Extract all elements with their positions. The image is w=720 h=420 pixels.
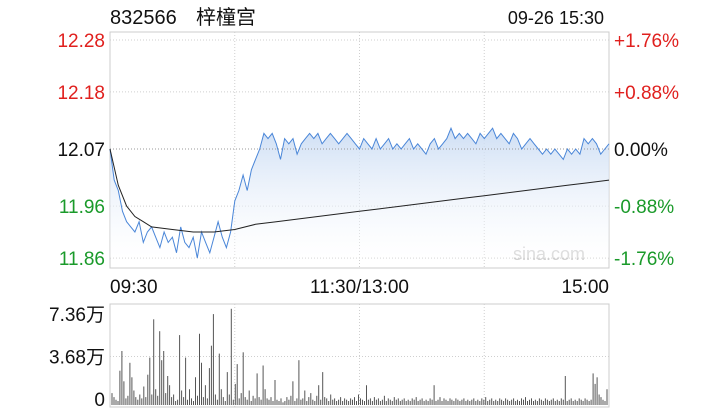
time-tick-label: 11:30/13:00 xyxy=(310,277,409,298)
right-percent-axis: +1.76% +0.88% 0.00% -0.88% -1.76% xyxy=(614,31,679,270)
average-price-line xyxy=(109,148,610,233)
price-area-fill xyxy=(110,128,609,258)
volume-tick-label: 0 xyxy=(94,390,105,411)
time-tick-label: 09:30 xyxy=(110,277,158,298)
price-tick-label: 11.86 xyxy=(59,249,105,270)
volume-axis: 7.36万 3.68万 0 xyxy=(49,305,105,411)
quote-datetime: 09-26 15:30 xyxy=(508,8,604,28)
volume-plot-area xyxy=(109,303,610,408)
percent-tick-label: +1.76% xyxy=(614,31,679,52)
time-axis: 09:30 11:30/13:00 15:00 xyxy=(110,277,609,298)
price-series-line xyxy=(109,126,610,259)
price-tick-label: 12.07 xyxy=(57,140,105,161)
percent-tick-label: -0.88% xyxy=(614,197,674,218)
price-tick-label: 12.18 xyxy=(57,83,105,104)
price-tick-label: 11.96 xyxy=(59,197,105,218)
volume-gridlines xyxy=(110,304,609,407)
time-tick-label: 15:00 xyxy=(561,277,609,298)
volume-tick-label: 7.36万 xyxy=(49,305,105,326)
percent-tick-label: 0.00% xyxy=(614,140,668,161)
volume-bars xyxy=(111,308,608,405)
price-tick-label: 12.28 xyxy=(57,31,105,52)
price-plot-area: sina.com xyxy=(109,31,610,269)
percent-tick-label: -1.76% xyxy=(614,249,674,270)
left-price-axis: 12.28 12.18 12.07 11.96 11.86 xyxy=(57,31,105,270)
stock-symbol: 832566 xyxy=(110,7,177,29)
stock-name: 梓橦宫 xyxy=(196,6,256,29)
volume-tick-label: 3.68万 xyxy=(49,348,105,369)
percent-tick-label: +0.88% xyxy=(614,83,679,104)
